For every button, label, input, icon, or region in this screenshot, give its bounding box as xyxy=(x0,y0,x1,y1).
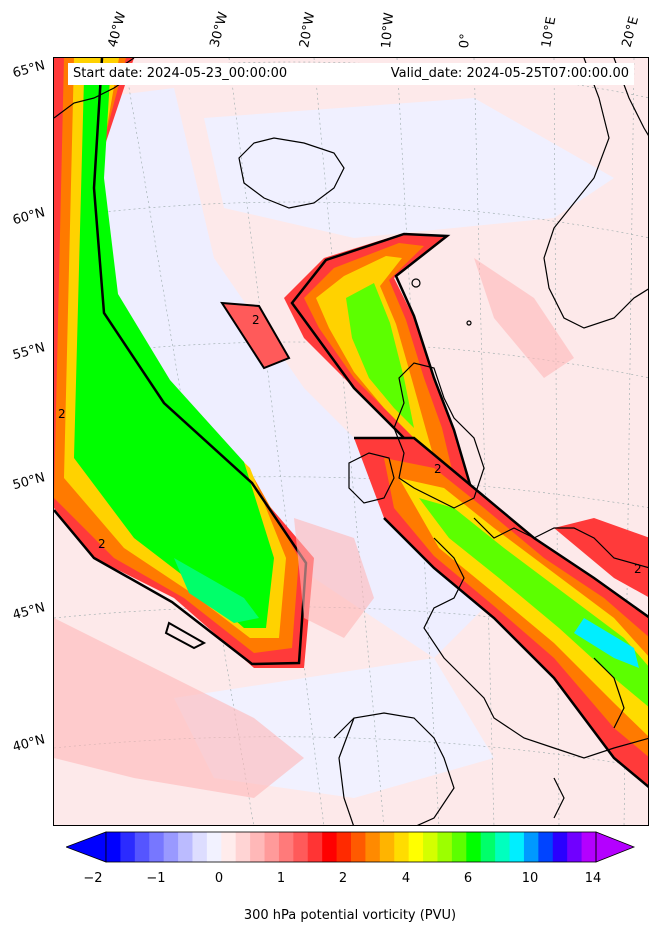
colorbar-tick-1: 1 xyxy=(276,871,286,886)
colorbar-swatch xyxy=(495,832,511,862)
colorbar-swatch xyxy=(451,832,467,862)
colorbar-extend-high xyxy=(595,831,636,863)
lon-label-10e: 10°E xyxy=(539,15,560,49)
colorbar-swatch xyxy=(149,832,165,862)
colorbar-swatch xyxy=(178,832,193,862)
colorbar-swatch xyxy=(278,832,294,862)
coast-ireland xyxy=(348,452,395,504)
contour-label-2: 2 xyxy=(98,537,106,551)
colorbar-swatch xyxy=(264,832,280,862)
colorbar-swatch xyxy=(106,832,121,862)
colorbar-tick-neg1: −1 xyxy=(146,871,166,886)
lon-label-20e: 20°E xyxy=(619,14,643,50)
colorbar-swatch xyxy=(581,832,597,862)
colorbar-extend-low xyxy=(66,831,107,863)
colorbar-swatch xyxy=(192,832,208,862)
colorbar-swatch xyxy=(120,832,136,862)
colorbar-swatch xyxy=(365,832,381,862)
colorbar-swatch xyxy=(322,832,338,862)
colorbar-tick-4: 4 xyxy=(401,871,411,886)
colorbar-swatch xyxy=(221,832,237,862)
pv-haze xyxy=(54,258,574,798)
colorbar-swatch xyxy=(437,832,453,862)
lon-label-20w: 20°W xyxy=(297,11,319,50)
colorbar-tick-6: 6 xyxy=(463,871,473,886)
colorbar-swatch xyxy=(163,832,179,862)
lat-label-45n: 45°N xyxy=(11,600,47,624)
colorbar-tick-0: 0 xyxy=(214,871,224,886)
colorbar-swatch xyxy=(379,832,395,862)
lon-label-10w: 10°W xyxy=(379,11,398,49)
lon-label-0: 0° xyxy=(457,32,474,49)
coast-norway xyxy=(543,58,648,329)
map-panel: 2 2 2 2 2 xyxy=(53,57,649,826)
coast-europe xyxy=(473,517,648,569)
coast-iberia xyxy=(333,712,455,825)
lat-label-40n: 40°N xyxy=(11,732,47,756)
lat-label-65n: 65°N xyxy=(11,58,47,82)
colorbar xyxy=(66,831,636,863)
colorbar-swatch xyxy=(423,832,438,862)
colorbar-swatch xyxy=(408,832,424,862)
pv-band-east xyxy=(354,436,648,788)
colorbar-swatch xyxy=(336,832,352,862)
colorbar-swatch xyxy=(567,832,583,862)
lat-label-60n: 60°N xyxy=(11,205,47,229)
colorbar-swatch xyxy=(307,832,323,862)
colorbar-swatch xyxy=(552,832,568,862)
lon-label-40w: 40°W xyxy=(105,10,130,49)
colorbar-swatch xyxy=(538,832,554,862)
colorbar-label: 300 hPa potential vorticity (PVU) xyxy=(243,908,457,923)
pv-map: 2 2 2 2 2 xyxy=(54,58,648,825)
colorbar-swatch xyxy=(293,832,309,862)
contour-label-5: 2 xyxy=(634,562,642,576)
colorbar-swatch xyxy=(134,832,150,862)
colorbar-swatch xyxy=(523,832,539,862)
lat-label-50n: 50°N xyxy=(11,470,47,494)
ridge-area-north xyxy=(204,98,614,238)
colorbar-tick-14: 14 xyxy=(584,871,602,886)
pv-streamer-west xyxy=(54,58,314,668)
colorbar-swatch xyxy=(394,832,410,862)
lat-label-55n: 55°N xyxy=(11,340,47,364)
contour-label-4: 2 xyxy=(434,462,442,476)
pv2-contour-east xyxy=(354,436,648,619)
coast-great-britain xyxy=(393,362,485,509)
colorbar-frame xyxy=(105,831,597,863)
header-box xyxy=(68,63,634,85)
colorbar-swatch xyxy=(480,832,496,862)
coast-iceland xyxy=(238,137,345,209)
lon-label-30w: 30°W xyxy=(207,10,232,49)
valid-date-label: Valid_date: 2024-05-25T07:00:00.00 xyxy=(390,66,629,81)
colorbar-swatch xyxy=(466,832,482,862)
contour-labels: 2 2 2 2 2 xyxy=(58,313,642,576)
colorbar-swatch xyxy=(206,832,222,862)
contour-label-1: 2 xyxy=(58,407,66,421)
colorbar-swatch xyxy=(235,832,251,862)
start-date-label: Start date: 2024-05-23_00:00:00 xyxy=(73,66,288,81)
colorbar-swatch xyxy=(250,832,266,862)
colorbar-tick-10: 10 xyxy=(521,871,539,886)
colorbar-tick-neg2: −2 xyxy=(83,871,103,886)
colorbar-swatch xyxy=(509,832,525,862)
colorbar-swatch xyxy=(351,832,366,862)
pv-lobe-central xyxy=(220,232,477,501)
colorbar-tick-2: 2 xyxy=(338,871,348,886)
contour-label-3: 2 xyxy=(252,313,260,327)
